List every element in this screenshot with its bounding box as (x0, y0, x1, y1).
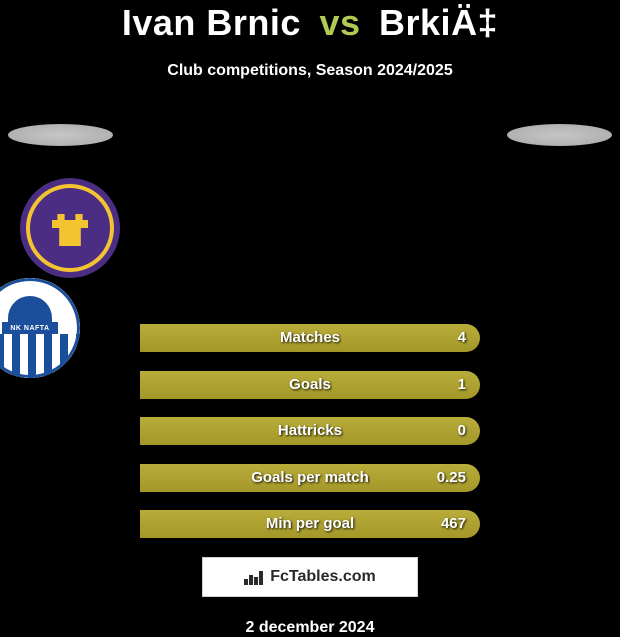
stat-bar: Goals per match0.25 (140, 464, 480, 492)
player1-name: Ivan Brnic (122, 2, 301, 43)
brand-text: FcTables.com (270, 568, 376, 586)
stat-bars: Matches4Goals1Hattricks0Goals per match0… (140, 324, 480, 538)
brand-box[interactable]: FcTables.com (202, 557, 418, 597)
stat-label: Goals (140, 371, 480, 399)
stat-label: Matches (140, 324, 480, 352)
stat-bar: Matches4 (140, 324, 480, 352)
crest-left (20, 178, 120, 278)
bar-chart-icon (244, 569, 264, 585)
stat-bar: Goals1 (140, 371, 480, 399)
crest-right: NK NAFTA (0, 278, 80, 378)
stat-value: 0 (458, 417, 466, 445)
stat-value: 467 (441, 510, 466, 538)
stat-value: 4 (458, 324, 466, 352)
stat-value: 0.25 (437, 464, 466, 492)
stat-bar: Min per goal467 (140, 510, 480, 538)
stat-label: Hattricks (140, 417, 480, 445)
subtitle: Club competitions, Season 2024/2025 (0, 62, 620, 80)
vs-text: vs (319, 2, 360, 43)
stat-bar: Hattricks0 (140, 417, 480, 445)
stat-value: 1 (458, 371, 466, 399)
platform-right (507, 124, 612, 146)
stat-label: Goals per match (140, 464, 480, 492)
comparison-title: Ivan Brnic vs BrkiÄ‡ (0, 2, 620, 44)
date-text: 2 december 2024 (0, 619, 620, 637)
main-content: NK NAFTA Matches4 Goals1 Hattricks0 Goals p… (0, 124, 620, 637)
stat-label: Min per goal (140, 510, 480, 538)
player2-name: BrkiÄ‡ (379, 2, 498, 43)
platform-left (8, 124, 113, 146)
